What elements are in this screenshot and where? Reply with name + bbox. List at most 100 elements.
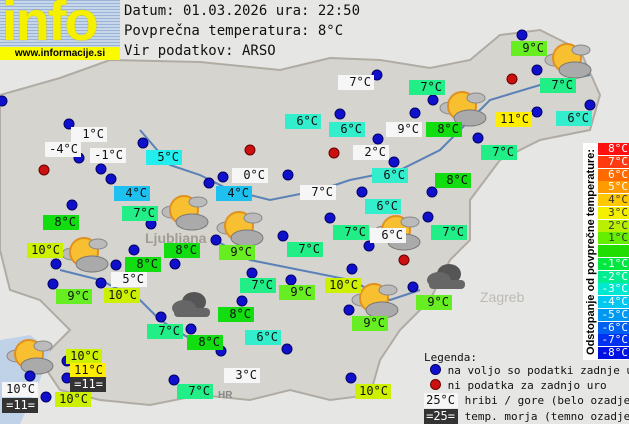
station-dot[interactable]: [409, 107, 421, 119]
station-dot[interactable]: [281, 343, 293, 355]
colorbar-cell: 5°C: [598, 181, 629, 194]
logo[interactable]: info www.informacije.si: [0, 0, 120, 60]
station-dot[interactable]: [110, 259, 122, 271]
station-dot[interactable]: [282, 169, 294, 181]
station-dot[interactable]: [137, 137, 149, 149]
station-dot[interactable]: [372, 133, 384, 145]
source-line: Vir podatkov: ARSO: [124, 43, 276, 59]
station-dot[interactable]: [50, 258, 62, 270]
legend-title: Legenda:: [424, 351, 477, 364]
logo-url[interactable]: www.informacije.si: [0, 47, 120, 60]
colorbar-cell: 7°C: [598, 155, 629, 168]
legend-white-sample: 25°C: [424, 393, 458, 408]
station-temp: 8°C: [187, 335, 223, 350]
station-temp: 6°C: [365, 199, 401, 214]
station-dot[interactable]: [472, 132, 484, 144]
station-temp: -1°C: [90, 148, 126, 163]
legend-red-text: ni podatka za zadnjo uro: [447, 379, 607, 392]
station-temp: 1°C: [71, 127, 107, 142]
station-temp: 9°C: [352, 316, 388, 331]
station-dot-no-data[interactable]: [244, 144, 256, 156]
station-dot[interactable]: [95, 163, 107, 175]
station-temp: 9°C: [56, 289, 92, 304]
station-dot[interactable]: [285, 274, 297, 286]
station-dot[interactable]: [24, 370, 36, 382]
station-dot[interactable]: [47, 278, 59, 290]
station-dot[interactable]: [217, 171, 229, 183]
station-dot[interactable]: [356, 186, 368, 198]
station-dot[interactable]: [531, 106, 543, 118]
station-dot[interactable]: [345, 372, 357, 384]
station-temp: 6°C: [556, 111, 592, 126]
station-temp: 2°C: [353, 145, 389, 160]
station-dot[interactable]: [334, 108, 346, 120]
legend-red: ni podatka za zadnjo uro: [430, 378, 607, 393]
station-dot[interactable]: [185, 323, 197, 335]
station-dot[interactable]: [155, 311, 167, 323]
partly-cloudy-icon: [5, 336, 55, 382]
station-dot[interactable]: [168, 374, 180, 386]
station-dot-no-data[interactable]: [328, 147, 340, 159]
station-temp: 8°C: [435, 173, 471, 188]
station-temp: 10°C: [66, 349, 102, 364]
sea-temp: =11=: [2, 398, 38, 413]
station-dot[interactable]: [346, 263, 358, 275]
map-label-ljubljana: Ljubljana: [145, 230, 207, 246]
partly-cloudy-icon: [350, 280, 400, 326]
station-dot[interactable]: [516, 29, 528, 41]
station-temp: 10°C: [27, 243, 63, 258]
station-temp: 10°C: [325, 278, 361, 293]
partly-cloudy-icon: [438, 88, 488, 134]
station-dot[interactable]: [105, 173, 117, 185]
station-dot[interactable]: [343, 304, 355, 316]
station-dot[interactable]: [407, 281, 419, 293]
station-dot[interactable]: [531, 64, 543, 76]
station-dot-no-data[interactable]: [506, 73, 518, 85]
station-dot[interactable]: [128, 244, 140, 256]
station-temp: 7°C: [540, 78, 576, 93]
legend-dark: =25= temp. morja (temno ozadje): [424, 409, 629, 424]
station-dot-no-data[interactable]: [398, 254, 410, 266]
station-dot[interactable]: [363, 240, 375, 252]
blue-dot-icon: [430, 364, 441, 375]
station-temp: 5°C: [111, 272, 147, 287]
station-dot-no-data[interactable]: [38, 164, 50, 176]
station-temp: 8°C: [218, 307, 254, 322]
station-dot[interactable]: [422, 211, 434, 223]
station-dot[interactable]: [66, 199, 78, 211]
station-dot[interactable]: [277, 230, 289, 242]
station-dot[interactable]: [63, 118, 75, 130]
legend-blue: na voljo so podatki zadnje ure: [430, 363, 629, 378]
station-temp: 7°C: [431, 225, 467, 240]
station-dot[interactable]: [236, 295, 248, 307]
station-temp: 9°C: [511, 41, 547, 56]
station-dot[interactable]: [210, 234, 222, 246]
map-label-zagreb: Zagreb: [480, 289, 525, 305]
station-dot[interactable]: [324, 212, 336, 224]
station-dot[interactable]: [0, 95, 8, 107]
station-dot[interactable]: [388, 156, 400, 168]
station-temp: 7°C: [147, 324, 183, 339]
date-line: Datum: 01.03.2026 ura: 22:50: [124, 3, 361, 19]
river: [139, 74, 591, 202]
station-dot[interactable]: [40, 391, 52, 403]
station-temp: 7°C: [300, 185, 336, 200]
station-temp: 6°C: [245, 330, 281, 345]
colorbar-cell: 1°C: [598, 232, 629, 245]
station-dot[interactable]: [584, 99, 596, 111]
colorbar-cell: 2°C: [598, 219, 629, 232]
colorbar-cell: -4°C: [598, 295, 629, 309]
colorbar-cell: -5°C: [598, 308, 629, 321]
station-dot[interactable]: [203, 177, 215, 189]
station-temp: 4°C: [114, 186, 150, 201]
station-temp: 6°C: [285, 114, 321, 129]
station-dot[interactable]: [169, 258, 181, 270]
station-temp: 9°C: [386, 122, 422, 137]
station-dot[interactable]: [95, 277, 107, 289]
colorbar-cell: -3°C: [598, 283, 629, 296]
station-dot[interactable]: [426, 186, 438, 198]
station-temp: 3°C: [224, 368, 260, 383]
station-temp: 11°C: [496, 112, 532, 127]
station-dot[interactable]: [246, 267, 258, 279]
station-dot[interactable]: [427, 94, 439, 106]
